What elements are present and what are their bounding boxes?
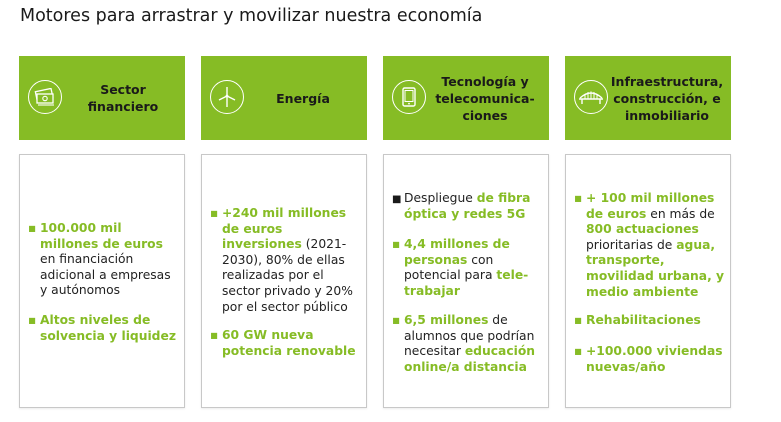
bullet-icon: ▪ <box>28 221 37 235</box>
highlight-text: tele-trabajar <box>404 268 529 298</box>
body-text: Despliegue <box>404 191 477 205</box>
body-text: de alumnos que podrían necesitar <box>404 313 535 359</box>
bullet-icon: ▪ <box>392 237 401 251</box>
body-text: (2021-2030), 80% de ellas realizadas por… <box>222 237 353 314</box>
highlight-text: 60 GW nueva potencia renovable <box>222 328 356 358</box>
card-infraestructura: ▪ + 100 mil millones de euros en más de 8… <box>565 154 731 408</box>
bullet-icon: ▪ <box>574 191 583 205</box>
header-label: Energía <box>276 90 330 106</box>
bullet-icon: ▪ <box>210 206 219 220</box>
bullet-icon: ▪ <box>210 328 219 342</box>
header-label: Tecnología y telecomunica-ciones <box>435 73 535 123</box>
highlight-text: 4,4 millones de personas <box>404 237 510 267</box>
highlight-text: educación online/a distancia <box>404 344 536 374</box>
bullet-icon: ▪ <box>574 313 583 327</box>
highlight-text: de fibra óptica y redes 5G <box>404 191 531 221</box>
highlight-text: 100.000 mil millones de euros <box>40 221 163 251</box>
tablet-icon <box>392 80 426 114</box>
page-title: Motores para arrastrar y movilizar nuest… <box>20 6 483 26</box>
list-item: ▪ + 100 mil millones de euros en más de 8… <box>574 191 726 300</box>
highlight-text: Rehabilitaciones <box>586 313 701 327</box>
highlight-text: +100.000 viviendas nuevas/año <box>586 344 723 374</box>
bullet-icon: ▪ <box>574 344 583 358</box>
highlight-text: + 100 mil millones de euros <box>586 191 715 221</box>
card-sector-financiero: ▪ 100.000 mil millones de euros en financ… <box>19 154 185 408</box>
highlight-text: agua, transporte, movilidad urbana, y me… <box>586 237 725 299</box>
list-item: ▪ Altos niveles de solvencia y liquidez <box>28 313 180 344</box>
bullet-icon: ■ <box>392 194 402 205</box>
highlight-text: 800 actuaciones <box>586 222 699 237</box>
highlight-text: 6,5 millones <box>404 313 489 327</box>
list-item: ▪ +240 mil millones de euros inversiones … <box>210 206 362 315</box>
list-item: ▪ Rehabilitaciones <box>574 313 726 329</box>
list-item: ▪ 4,4 millones de personas con potencial … <box>392 237 544 299</box>
header-tecnologia: Tecnología y telecomunica-ciones <box>383 56 549 140</box>
list-item: ▪ +100.000 viviendas nuevas/año <box>574 344 726 375</box>
header-infraestructura: Infraestructura, construcción, e inmobil… <box>565 56 731 140</box>
header-energia: Energía <box>201 56 367 140</box>
highlight-text: +240 mil millones de euros inversiones <box>222 206 347 252</box>
header-label: Infraestructura, construcción, e inmobil… <box>610 73 724 123</box>
list-item: ▪ 60 GW nueva potencia renovable <box>210 328 362 359</box>
bullet-icon: ▪ <box>392 313 401 327</box>
money-icon <box>28 80 62 114</box>
body-text: en más de <box>646 206 715 221</box>
list-item: ■ Despliegue de fibra óptica y redes 5G <box>392 191 544 222</box>
body-text: con potencial para <box>404 252 497 283</box>
card-tecnologia: ■ Despliegue de fibra óptica y redes 5G ▪… <box>383 154 549 408</box>
body-text: prioritarias de <box>586 237 677 252</box>
list-item: ▪ 6,5 millones de alumnos que podrían nec… <box>392 313 544 375</box>
list-item: ▪ 100.000 mil millones de euros en financ… <box>28 221 180 299</box>
bridge-icon <box>574 80 608 114</box>
header-sector-financiero: Sector financiero <box>19 56 185 140</box>
bullet-icon: ▪ <box>28 313 37 327</box>
highlight-text: Altos niveles de solvencia y liquidez <box>40 313 176 343</box>
card-energia: ▪ +240 mil millones de euros inversiones … <box>201 154 367 408</box>
header-label: Sector financiero <box>87 82 159 114</box>
wind-turbine-icon <box>210 80 244 114</box>
body-text: en financiación adicional a empresas y a… <box>40 252 171 298</box>
